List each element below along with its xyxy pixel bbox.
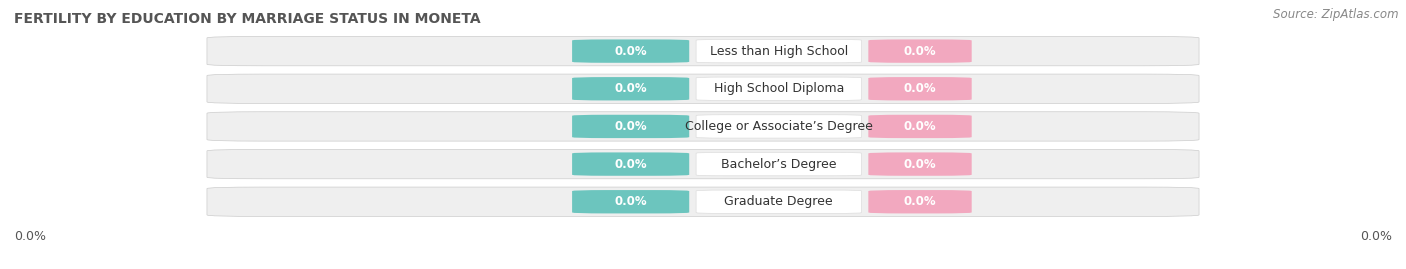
Text: 0.0%: 0.0% — [614, 158, 647, 171]
FancyBboxPatch shape — [207, 187, 1199, 217]
FancyBboxPatch shape — [696, 40, 862, 63]
Text: 0.0%: 0.0% — [614, 195, 647, 208]
FancyBboxPatch shape — [207, 112, 1199, 141]
Text: Less than High School: Less than High School — [710, 45, 848, 58]
FancyBboxPatch shape — [696, 190, 862, 213]
Text: 0.0%: 0.0% — [904, 45, 936, 58]
FancyBboxPatch shape — [696, 115, 862, 138]
FancyBboxPatch shape — [572, 40, 689, 63]
FancyBboxPatch shape — [572, 77, 689, 100]
FancyBboxPatch shape — [572, 115, 689, 138]
FancyBboxPatch shape — [869, 190, 972, 213]
Text: 0.0%: 0.0% — [1360, 230, 1392, 243]
Text: FERTILITY BY EDUCATION BY MARRIAGE STATUS IN MONETA: FERTILITY BY EDUCATION BY MARRIAGE STATU… — [14, 12, 481, 26]
FancyBboxPatch shape — [207, 74, 1199, 104]
FancyBboxPatch shape — [869, 77, 972, 100]
Text: 0.0%: 0.0% — [904, 158, 936, 171]
Text: 0.0%: 0.0% — [614, 82, 647, 95]
FancyBboxPatch shape — [869, 40, 972, 63]
Text: Bachelor’s Degree: Bachelor’s Degree — [721, 158, 837, 171]
Text: Source: ZipAtlas.com: Source: ZipAtlas.com — [1274, 8, 1399, 21]
Text: Graduate Degree: Graduate Degree — [724, 195, 834, 208]
Text: 0.0%: 0.0% — [904, 195, 936, 208]
Text: College or Associate’s Degree: College or Associate’s Degree — [685, 120, 873, 133]
FancyBboxPatch shape — [207, 149, 1199, 179]
Text: 0.0%: 0.0% — [904, 120, 936, 133]
FancyBboxPatch shape — [869, 153, 972, 176]
Text: High School Diploma: High School Diploma — [714, 82, 844, 95]
Text: 0.0%: 0.0% — [614, 45, 647, 58]
FancyBboxPatch shape — [207, 36, 1199, 66]
FancyBboxPatch shape — [869, 115, 972, 138]
Text: 0.0%: 0.0% — [904, 82, 936, 95]
Text: 0.0%: 0.0% — [14, 230, 46, 243]
FancyBboxPatch shape — [696, 153, 862, 176]
FancyBboxPatch shape — [696, 77, 862, 100]
FancyBboxPatch shape — [572, 153, 689, 176]
FancyBboxPatch shape — [572, 190, 689, 213]
Text: 0.0%: 0.0% — [614, 120, 647, 133]
